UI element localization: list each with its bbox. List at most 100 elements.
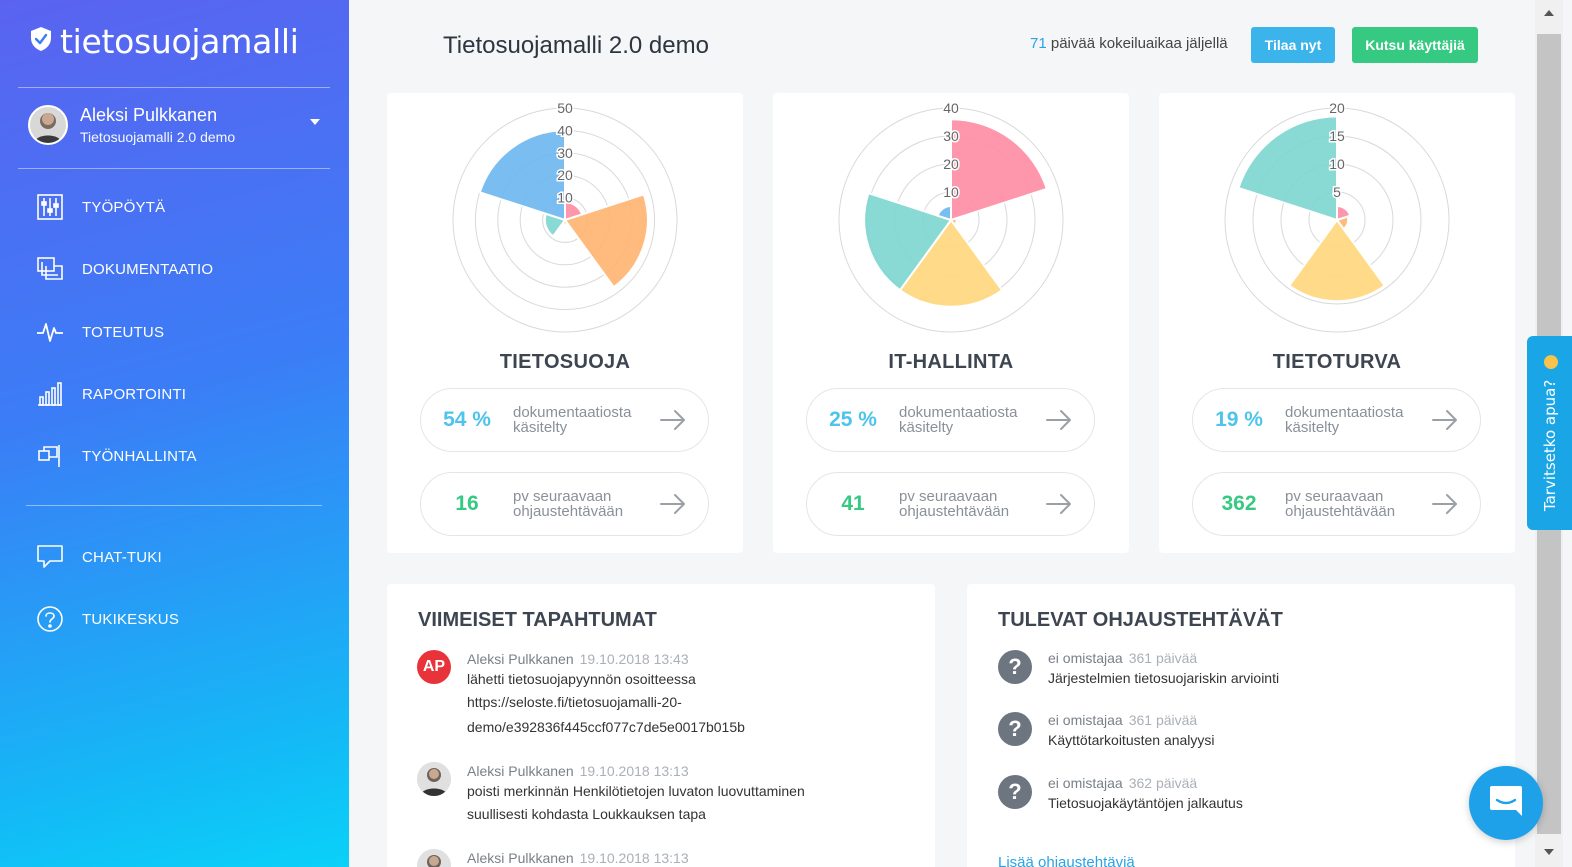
days-to-next-task: 16 xyxy=(455,492,479,515)
area-title: IT-HALLINTA xyxy=(888,351,1014,373)
arrow-right-icon xyxy=(1432,409,1458,436)
avatar xyxy=(417,849,451,867)
tick-label: 20 xyxy=(557,167,573,183)
chart-slice xyxy=(898,218,1004,308)
logo-text: tietosuojamalli xyxy=(60,22,299,61)
bar-chart-icon xyxy=(36,380,64,408)
task-days: 362 päivää xyxy=(1128,775,1198,791)
task-days: 361 päivää xyxy=(1128,650,1198,666)
task-owner: ei omistajaa xyxy=(1048,775,1123,791)
sidebar-item-toteutus[interactable]: TOTEUTUS xyxy=(36,317,316,347)
pill-label: dokumentaatiosta xyxy=(899,404,1018,421)
upcoming-tasks-title: TULEVAT OHJAUSTEHTÄVÄT xyxy=(998,609,1283,631)
avatar xyxy=(417,762,451,796)
documentation-percent: 19 % xyxy=(1215,408,1263,431)
invite-users-button[interactable]: Kutsu käyttäjiä xyxy=(1352,27,1478,63)
sidebar-item-label: DOKUMENTAATIO xyxy=(82,260,214,278)
area-card-tietoturva: 5 10 15 20 TIETOTURVA 19 % dokumentaatiosta käs… xyxy=(1159,93,1515,553)
next-task-days-pill[interactable]: 362 pv seuraavaan ohjaustehtävään xyxy=(1192,472,1481,536)
chat-launcher-button[interactable] xyxy=(1469,766,1543,840)
chart-slice xyxy=(478,129,566,222)
pulse-icon xyxy=(36,318,64,346)
arrow-right-icon xyxy=(1046,409,1072,436)
tick-label: 10 xyxy=(943,184,959,200)
documentation-progress-pill[interactable]: 25 % dokumentaatiosta käsitelty xyxy=(806,388,1095,452)
scroll-down-icon[interactable] xyxy=(1544,849,1554,855)
area-title: TIETOTURVA xyxy=(1272,351,1402,373)
documentation-progress-pill[interactable]: 54 % dokumentaatiosta käsitelty xyxy=(420,388,709,452)
tick-label: 40 xyxy=(557,122,573,138)
task-days: 361 päivää xyxy=(1128,712,1198,728)
upcoming-tasks-card: TULEVAT OHJAUSTEHTÄVÄT ? ei omistajaa 361… xyxy=(967,584,1515,867)
event-link[interactable]: https://seloste.fi/tietosuojamalli-20- xyxy=(467,694,682,710)
documentation-percent: 25 % xyxy=(829,408,877,431)
sidebar-item-tyopoyta[interactable]: TYÖPÖYTÄ xyxy=(36,192,316,222)
next-task-days-pill[interactable]: 41 pv seuraavaan ohjaustehtävään xyxy=(806,472,1095,536)
tick-label: 20 xyxy=(1329,100,1345,116)
tick-label: 40 xyxy=(943,100,959,116)
days-to-next-task: 362 xyxy=(1221,492,1257,515)
tick-label: 20 xyxy=(943,156,959,172)
documents-icon xyxy=(36,255,64,283)
event-link[interactable]: demo/e392836f445ccf077c7de5e0017b015b xyxy=(467,719,745,735)
arrow-right-icon xyxy=(660,493,686,520)
chart-slice xyxy=(563,193,649,289)
documentation-percent: 54 % xyxy=(443,408,491,431)
area-card-it-hallinta: 10 20 30 40 IT-HALLINTA 25 % dokumentaatiosta k… xyxy=(773,93,1129,553)
chevron-down-icon[interactable] xyxy=(310,119,320,125)
event-user[interactable]: Aleksi Pulkkanen xyxy=(467,763,574,779)
event-text: suullisesti kohdasta Loukkauksen tapa xyxy=(467,806,706,822)
sidebar-divider xyxy=(18,87,330,88)
user-menu[interactable]: Aleksi Pulkkanen Tietosuojamalli 2.0 dem… xyxy=(28,105,328,145)
sidebar-item-tyonhallinta[interactable]: TYÖNHALLINTA xyxy=(36,441,316,471)
pill-label: pv seuraavaan xyxy=(513,488,612,505)
logo[interactable]: tietosuojamalli xyxy=(30,22,299,61)
tick-label: 10 xyxy=(557,190,573,206)
tick-label: 15 xyxy=(1329,128,1345,144)
avatar xyxy=(28,105,68,145)
question-icon: ? xyxy=(998,775,1032,809)
pill-label: käsitelty xyxy=(513,419,568,436)
next-task-days-pill[interactable]: 16 pv seuraavaan ohjaustehtävään xyxy=(420,472,709,536)
pill-label: ohjaustehtävään xyxy=(899,503,1010,520)
trial-text: päivää kokeiluaikaa jäljellä xyxy=(1050,35,1228,52)
recent-events-title: VIIMEISET TAPAHTUMAT xyxy=(418,609,657,631)
chart-slice xyxy=(1237,115,1338,222)
pill-label: dokumentaatiosta xyxy=(1285,404,1404,421)
pill-label: ohjaustehtävään xyxy=(513,503,624,520)
page-title: Tietosuojamalli 2.0 demo xyxy=(443,32,709,59)
task-name[interactable]: Käyttötarkoitusten analyysi xyxy=(1048,732,1215,748)
avatar: AP xyxy=(417,650,451,684)
sidebar-item-raportointi[interactable]: RAPORTOINTI xyxy=(36,379,316,409)
chart-slice xyxy=(936,204,952,222)
polar-area-chart: 10 20 30 40 50 xyxy=(452,99,678,333)
event-user[interactable]: Aleksi Pulkkanen xyxy=(467,651,574,667)
tick-label: 50 xyxy=(557,100,573,116)
tick-label: 30 xyxy=(943,128,959,144)
pill-label: pv seuraavaan xyxy=(899,488,998,505)
order-button[interactable]: Tilaa nyt xyxy=(1251,27,1335,63)
trial-days: 71 xyxy=(1030,35,1047,52)
task-name[interactable]: Järjestelmien tietosuojariskin arviointi xyxy=(1048,670,1280,686)
sidebar-item-chat-tuki[interactable]: CHAT-TUKI xyxy=(36,542,316,572)
task-name[interactable]: Tietosuojakäytäntöjen jalkautus xyxy=(1048,795,1243,811)
event-user[interactable]: Aleksi Pulkkanen xyxy=(467,850,574,866)
sidebar-divider xyxy=(18,168,330,169)
sidebar: tietosuojamalli Aleksi Pulkkanen Tietosu… xyxy=(0,0,349,867)
documentation-progress-pill[interactable]: 19 % dokumentaatiosta käsitelty xyxy=(1192,388,1481,452)
scroll-up-icon[interactable] xyxy=(1544,10,1554,16)
sidebar-item-label: TUKIKESKUS xyxy=(82,610,180,628)
help-tab[interactable]: Tarvitsetko apua? xyxy=(1527,336,1572,530)
sliders-icon xyxy=(36,193,64,221)
arrow-right-icon xyxy=(660,409,686,436)
chart-slice xyxy=(863,191,953,292)
waving-hand-icon xyxy=(1543,354,1557,369)
shield-check-icon xyxy=(30,26,52,57)
sidebar-item-dokumentaatio[interactable]: DOKUMENTAATIO xyxy=(36,254,316,284)
trial-status: 71 päivää kokeiluaikaa jäljellä xyxy=(1030,35,1228,52)
grid-ring xyxy=(1224,107,1450,333)
sidebar-item-tukikeskus[interactable]: TUKIKESKUS xyxy=(36,604,316,634)
more-tasks-link[interactable]: Lisää ohjaustehtäviä xyxy=(998,854,1135,867)
tick-label: 5 xyxy=(1333,184,1341,200)
pill-label: ohjaustehtävään xyxy=(1285,503,1396,520)
